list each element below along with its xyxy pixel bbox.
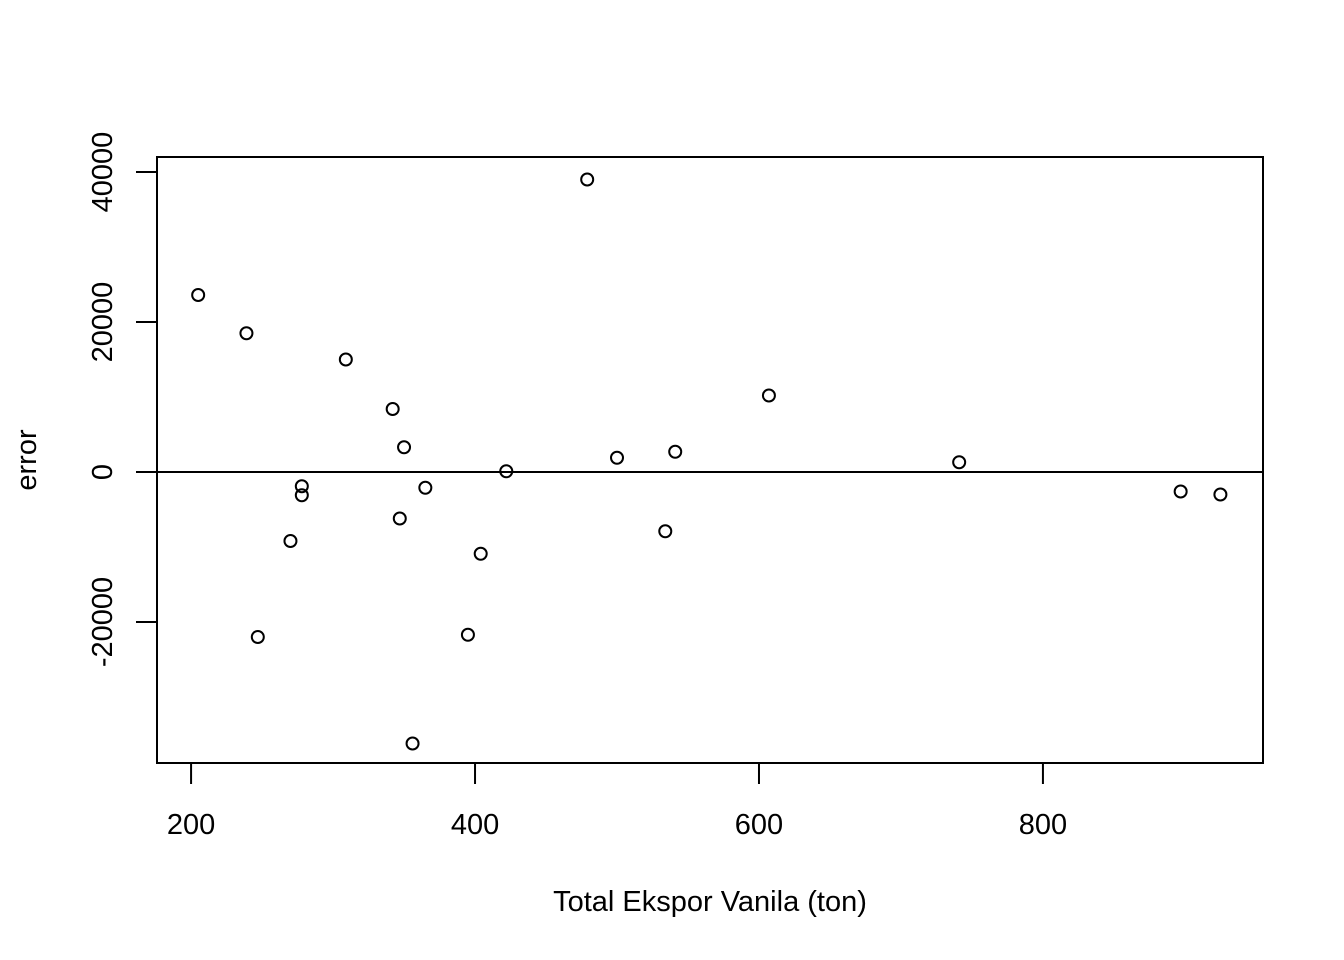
- x-axis: 200 400 600 800: [167, 762, 1067, 841]
- y-tick-label: 0: [87, 464, 119, 480]
- x-axis-label: Total Ekspor Vanila (ton): [553, 886, 867, 918]
- data-point: [610, 450, 625, 465]
- data-point: [1213, 487, 1228, 502]
- x-tick-label: 600: [735, 809, 783, 841]
- data-point: [499, 464, 514, 479]
- y-axis: -20000 0 20000 40000: [87, 132, 158, 667]
- data-point: [294, 488, 309, 503]
- data-point: [250, 630, 265, 644]
- data-point: [418, 480, 433, 495]
- data-point: [294, 479, 309, 494]
- data-point: [283, 534, 298, 548]
- y-tick-label: 40000: [87, 132, 119, 213]
- data-point: [580, 172, 595, 187]
- x-tick-label: 400: [451, 809, 499, 841]
- x-tick-label: 200: [167, 809, 215, 841]
- data-point: [473, 546, 488, 561]
- data-points: [191, 172, 1228, 751]
- data-point: [405, 736, 420, 751]
- data-point: [392, 511, 407, 526]
- data-point: [338, 352, 353, 367]
- data-point: [1173, 484, 1188, 499]
- data-point: [668, 444, 683, 459]
- data-point: [239, 326, 254, 341]
- data-point: [658, 524, 673, 539]
- x-tick-label: 800: [1019, 809, 1067, 841]
- data-point: [397, 440, 412, 455]
- y-tick-label: -20000: [87, 577, 119, 667]
- data-point: [191, 288, 206, 302]
- y-axis-label: error: [11, 429, 43, 491]
- data-point: [761, 388, 776, 403]
- data-point: [952, 455, 967, 470]
- plot-frame: [156, 156, 1264, 764]
- data-point: [385, 402, 400, 416]
- data-point: [460, 627, 475, 642]
- y-tick-label: 20000: [87, 282, 119, 363]
